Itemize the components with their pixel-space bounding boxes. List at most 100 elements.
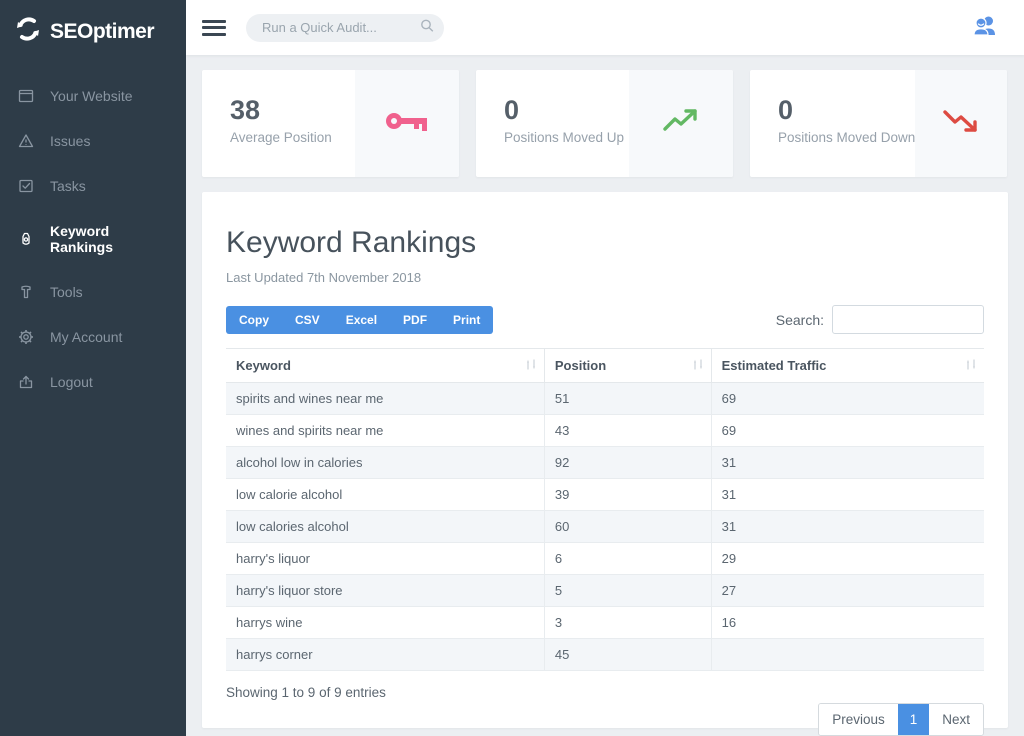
- keyword-cell: harry's liquor store: [226, 574, 545, 607]
- sidebar-item-label: Tasks: [50, 178, 86, 194]
- warning-triangle-icon: [18, 133, 34, 149]
- traffic-cell: 69: [711, 382, 984, 415]
- menu-toggle-icon[interactable]: [202, 19, 226, 36]
- hammer-icon: [18, 284, 34, 300]
- brand-name: SEOptimer: [50, 19, 155, 43]
- table-search-input[interactable]: [832, 305, 984, 334]
- table-row: harrys wine 3 16: [226, 606, 984, 639]
- stat-label: Positions Moved Down: [778, 130, 916, 146]
- keyword-rankings-table: Keyword Position Estimated Traffic spiri…: [226, 348, 984, 671]
- keyword-cell: harrys wine: [226, 606, 545, 639]
- sidebar-item-label: Tools: [50, 284, 83, 300]
- pagination: Previous 1 Next: [818, 703, 984, 736]
- traffic-cell: [711, 638, 984, 671]
- traffic-cell: 31: [711, 478, 984, 511]
- stat-label: Average Position: [230, 130, 332, 146]
- column-header-position[interactable]: Position: [544, 348, 712, 383]
- table-row: alcohol low in calories 92 31: [226, 446, 984, 479]
- position-cell: 39: [544, 478, 712, 511]
- entries-summary: Showing 1 to 9 of 9 entries: [226, 685, 386, 700]
- next-page-button[interactable]: Next: [929, 704, 983, 735]
- csv-button[interactable]: CSV: [282, 306, 333, 334]
- sort-icon: [526, 358, 536, 373]
- keyword-cell: low calorie alcohol: [226, 478, 545, 511]
- position-cell: 45: [544, 638, 712, 671]
- sidebar-item-label: Logout: [50, 374, 93, 390]
- sidebar-item-label: Your Website: [50, 88, 133, 104]
- table-row: low calorie alcohol 39 31: [226, 478, 984, 511]
- account-users-icon[interactable]: [970, 14, 998, 41]
- browser-window-icon: [18, 88, 34, 104]
- table-row: harrys corner 45: [226, 638, 984, 671]
- stat-value: 0: [504, 95, 520, 125]
- check-square-icon: [18, 178, 34, 194]
- table-footer: Showing 1 to 9 of 9 entries Previous 1 N…: [226, 685, 984, 736]
- last-updated-text: Last Updated 7th November 2018: [226, 270, 422, 285]
- seoptimer-logo-icon: [14, 15, 42, 48]
- sidebar-item-keyword-rankings[interactable]: Keyword Rankings: [0, 213, 186, 265]
- sidebar-item-tasks[interactable]: Tasks: [0, 168, 186, 204]
- sidebar-item-label: Issues: [50, 133, 91, 149]
- page-1-button[interactable]: 1: [897, 704, 930, 735]
- stat-card-positions-moved-up: 0 Positions Moved Up: [476, 70, 733, 177]
- trend-down-icon: [942, 107, 980, 140]
- export-button-group: Copy CSV Excel PDF Print: [226, 305, 494, 334]
- gear-icon: [18, 329, 34, 345]
- traffic-cell: 31: [711, 510, 984, 543]
- logout-icon: [18, 374, 34, 390]
- award-tag-icon: [18, 231, 34, 247]
- brand-logo[interactable]: SEOptimer: [0, 0, 186, 66]
- position-cell: 6: [544, 542, 712, 575]
- keyword-cell: alcohol low in calories: [226, 446, 545, 479]
- keyword-cell: low calories alcohol: [226, 510, 545, 543]
- position-cell: 51: [544, 382, 712, 415]
- search-icon: [420, 18, 434, 37]
- print-button[interactable]: Print: [440, 306, 493, 334]
- position-cell: 43: [544, 414, 712, 447]
- stat-value: 0: [778, 95, 794, 125]
- pdf-button[interactable]: PDF: [390, 306, 440, 334]
- copy-button[interactable]: Copy: [226, 306, 282, 334]
- excel-button[interactable]: Excel: [333, 306, 390, 334]
- table-row: harry's liquor 6 29: [226, 542, 984, 575]
- stat-cards: 38 Average Position 0 Positions Moved Up: [202, 70, 1008, 177]
- traffic-cell: 31: [711, 446, 984, 479]
- keyword-cell: harry's liquor: [226, 542, 545, 575]
- table-header-row: Keyword Position Estimated Traffic: [226, 348, 984, 383]
- position-cell: 5: [544, 574, 712, 607]
- traffic-cell: 16: [711, 606, 984, 639]
- previous-page-button[interactable]: Previous: [819, 704, 898, 735]
- keyword-cell: harrys corner: [226, 638, 545, 671]
- column-header-estimated-traffic[interactable]: Estimated Traffic: [711, 348, 984, 383]
- trend-up-icon: [662, 107, 700, 140]
- sidebar-item-your-website[interactable]: Your Website: [0, 78, 186, 114]
- position-cell: 92: [544, 446, 712, 479]
- stat-label: Positions Moved Up: [504, 130, 625, 146]
- sidebar-item-issues[interactable]: Issues: [0, 123, 186, 159]
- topbar: [186, 0, 1024, 55]
- table-row: wines and spirits near me 43 69: [226, 414, 984, 447]
- stat-card-positions-moved-down: 0 Positions Moved Down: [750, 70, 1007, 177]
- page-title: Keyword Rankings: [226, 226, 477, 259]
- sidebar-item-tools[interactable]: Tools: [0, 274, 186, 310]
- sidebar-nav: Your Website Issues Tasks Keyword Rankin…: [0, 66, 186, 400]
- traffic-cell: 29: [711, 542, 984, 575]
- stat-value: 38: [230, 95, 261, 125]
- sidebar-item-my-account[interactable]: My Account: [0, 319, 186, 355]
- keyword-cell: wines and spirits near me: [226, 414, 545, 447]
- table-row: low calories alcohol 60 31: [226, 510, 984, 543]
- key-icon: [385, 107, 429, 140]
- quick-audit-input[interactable]: [246, 13, 444, 42]
- sort-icon: [693, 358, 703, 373]
- sidebar-item-label: Keyword Rankings: [50, 223, 114, 255]
- position-cell: 60: [544, 510, 712, 543]
- column-header-keyword[interactable]: Keyword: [226, 348, 545, 383]
- sidebar-item-logout[interactable]: Logout: [0, 364, 186, 400]
- table-toolbar: Copy CSV Excel PDF Print Search:: [226, 305, 984, 334]
- sort-icon: [966, 358, 976, 373]
- table-row: harry's liquor store 5 27: [226, 574, 984, 607]
- keyword-cell: spirits and wines near me: [226, 382, 545, 415]
- traffic-cell: 27: [711, 574, 984, 607]
- search-label: Search:: [775, 311, 824, 328]
- traffic-cell: 69: [711, 414, 984, 447]
